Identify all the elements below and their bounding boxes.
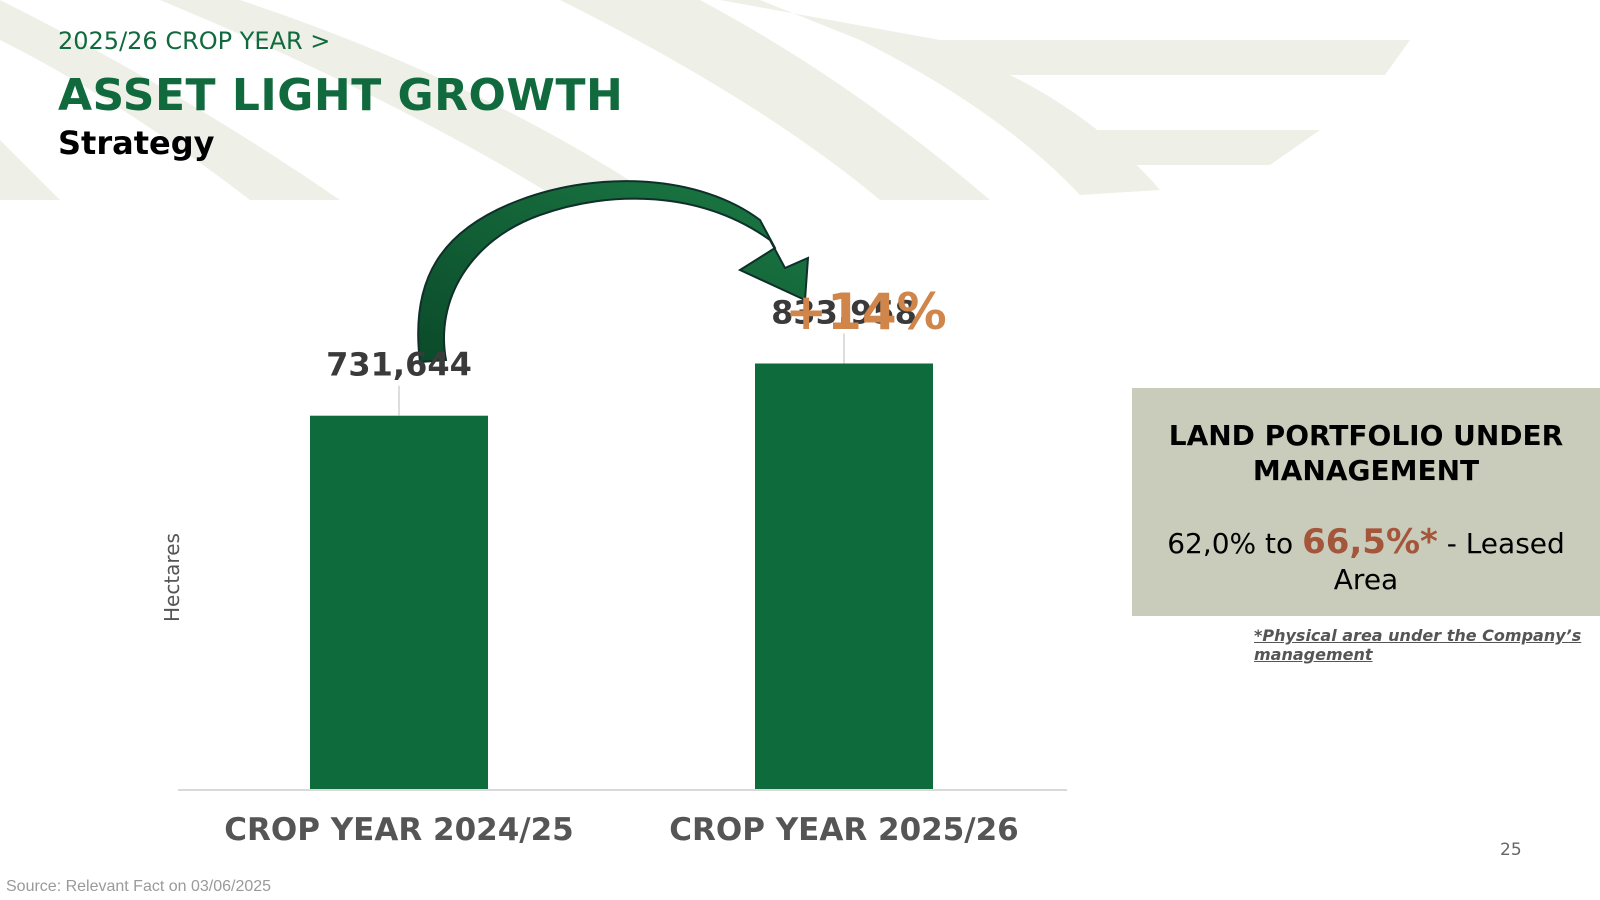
bar-1	[310, 415, 488, 789]
info-box-text-before: 62,0% to	[1167, 527, 1303, 560]
land-portfolio-box: LAND PORTFOLIO UNDER MANAGEMENT 62,0% to…	[1132, 388, 1600, 616]
page-number: 25	[1500, 840, 1522, 860]
info-box-text: 62,0% to 66,5%* - Leased Area	[1132, 524, 1600, 598]
info-box-text-after: - Leased Area	[1333, 527, 1565, 596]
source-note: Source: Relevant Fact on 03/06/2025	[6, 878, 272, 895]
footnote: *Physical area under the Company’s manag…	[1254, 626, 1582, 664]
growth-arrow	[417, 180, 810, 364]
category-label-2: CROP YEAR 2025/26	[669, 812, 1019, 848]
bar-2	[755, 363, 933, 789]
y-axis-label: Hectares	[160, 533, 184, 622]
page-subtitle: Strategy	[58, 124, 215, 162]
data-label-1: 731,644	[326, 346, 472, 384]
info-box-highlight: 66,5%*	[1302, 522, 1438, 562]
breadcrumb: 2025/26 CROP YEAR >	[58, 27, 331, 55]
background-swoosh-decoration	[0, 0, 1410, 200]
category-label-1: CROP YEAR 2024/25	[224, 812, 574, 848]
data-label-2: 833,958	[771, 293, 917, 331]
page-title: ASSET LIGHT GROWTH	[58, 70, 624, 121]
growth-annotation: +14%	[785, 283, 947, 341]
info-box-title: LAND PORTFOLIO UNDER MANAGEMENT	[1168, 419, 1564, 487]
